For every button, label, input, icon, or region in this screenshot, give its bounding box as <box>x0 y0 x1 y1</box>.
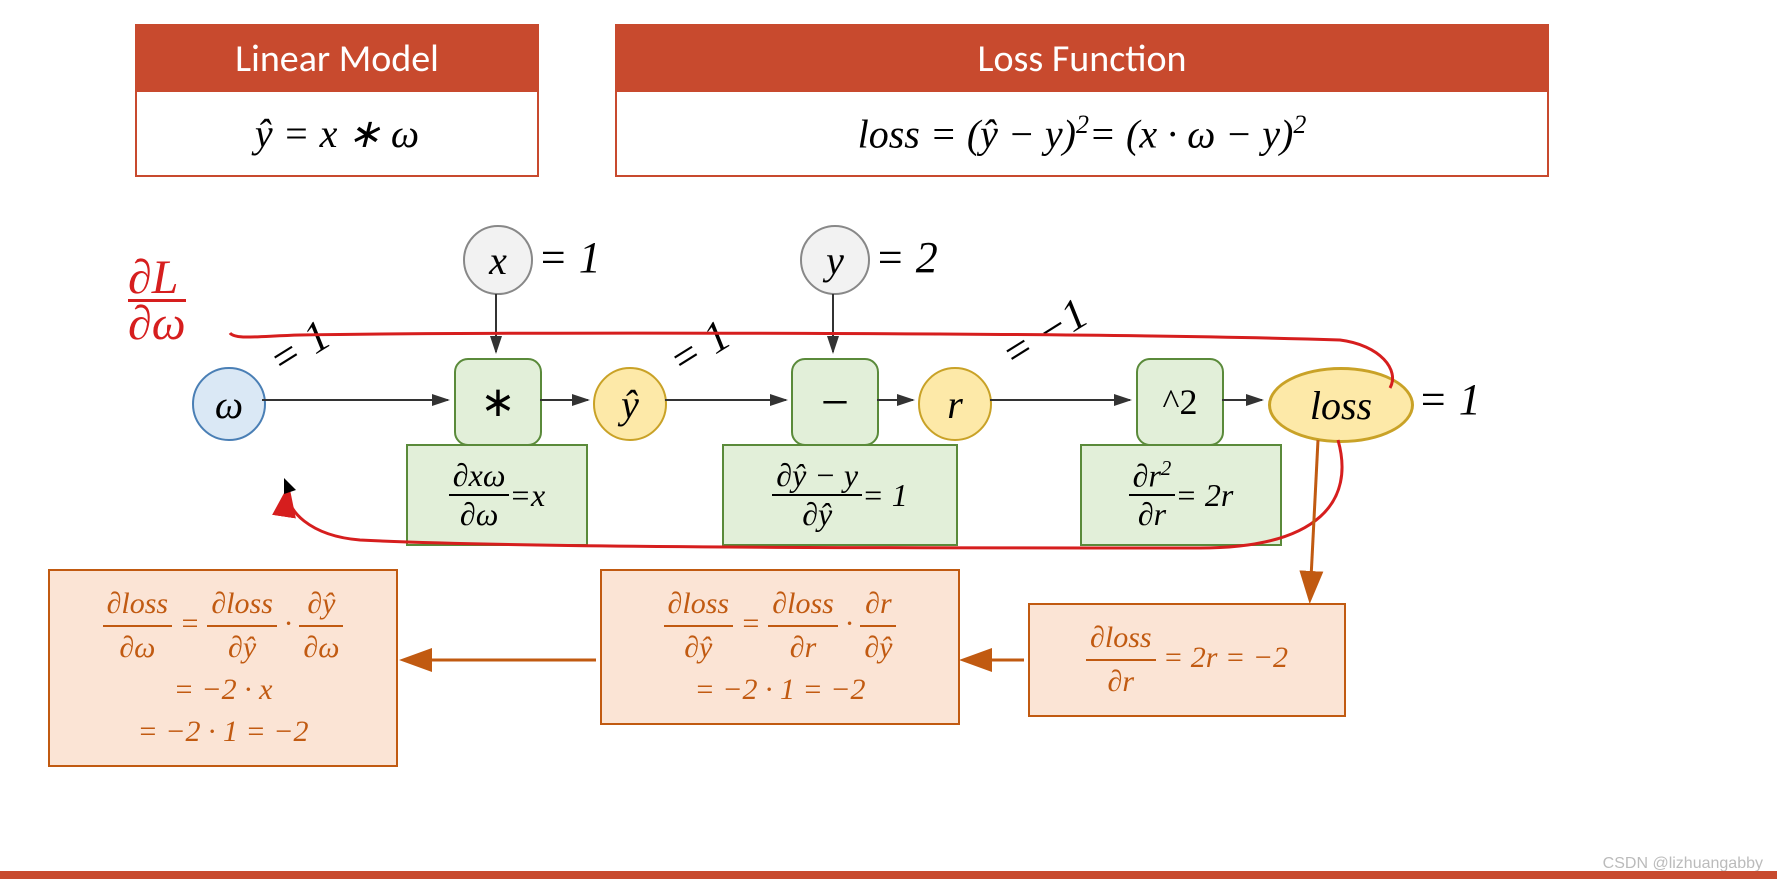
op-square: ^2 <box>1136 358 1224 446</box>
value-r: = −1 <box>992 287 1097 379</box>
value-loss: = 1 <box>1418 374 1481 425</box>
node-omega: ω <box>192 367 266 441</box>
value-omega: = 1 <box>259 309 339 385</box>
header-loss-title: Loss Function <box>617 26 1547 92</box>
header-loss-function: Loss Function loss = (ŷ − y)2= (x · ω − … <box>615 24 1549 177</box>
op-multiply: ∗ <box>454 358 542 446</box>
node-r: r <box>918 367 992 441</box>
value-x: = 1 <box>538 232 601 283</box>
node-loss: loss <box>1268 367 1414 443</box>
value-y: = 2 <box>875 232 938 283</box>
header-linear-title: Linear Model <box>137 26 537 92</box>
chain-dloss-dyhat: ∂loss∂ŷ = ∂loss∂r · ∂r∂ŷ= −2 · 1 = −2 <box>600 569 960 725</box>
node-x: x <box>463 225 533 295</box>
local-deriv-square: ∂r2∂r = 2r <box>1080 444 1282 546</box>
bottom-bar <box>0 871 1777 879</box>
header-loss-body: loss = (ŷ − y)2= (x · ω − y)2 <box>617 92 1547 175</box>
header-linear-body: ŷ = x ∗ ω <box>137 92 537 175</box>
op-subtract: − <box>791 358 879 446</box>
value-yhat: = 1 <box>659 309 739 385</box>
local-deriv-sub: ∂ŷ − y∂ŷ = 1 <box>722 444 958 546</box>
hand-annotation-dL-dw: ∂L ∂ω <box>128 256 186 345</box>
local-deriv-mul: ∂xω∂ω = x <box>406 444 588 546</box>
chain-dloss-dr: ∂loss∂r = 2r = −2 <box>1028 603 1346 717</box>
node-y: y <box>800 225 870 295</box>
node-yhat: ŷ <box>593 367 667 441</box>
chain-dloss-domega: ∂loss∂ω = ∂loss∂ŷ · ∂ŷ∂ω= −2 · x= −2 · 1… <box>48 569 398 767</box>
header-linear-model: Linear Model ŷ = x ∗ ω <box>135 24 539 177</box>
